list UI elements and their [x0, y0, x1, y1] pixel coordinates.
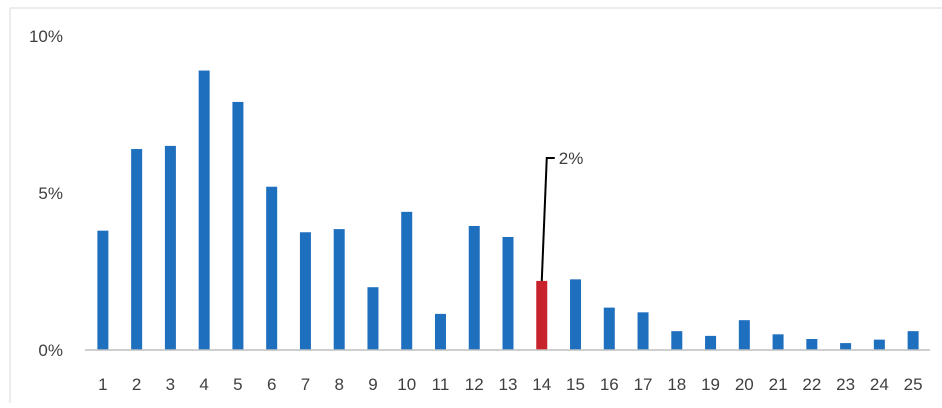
bar [502, 236, 514, 350]
bar [434, 313, 446, 350]
y-axis-tick-labels: 0% 5% 10% [29, 27, 63, 360]
x-tick-label: 5 [233, 375, 242, 394]
bar [705, 335, 717, 350]
x-tick-label: 22 [802, 375, 821, 394]
x-tick-label: 2 [132, 375, 141, 394]
bar [806, 339, 818, 350]
bar [738, 320, 750, 350]
x-tick-label: 13 [499, 375, 518, 394]
x-tick-label: 19 [701, 375, 720, 394]
x-tick-label: 15 [566, 375, 585, 394]
x-tick-label: 12 [465, 375, 484, 394]
bar [603, 307, 615, 350]
bar [671, 331, 683, 350]
y-tick-label: 10% [29, 27, 63, 46]
highlight-annotation: 2% [540, 149, 584, 281]
y-tick-label: 5% [38, 184, 63, 203]
bar [367, 287, 379, 350]
bar [637, 312, 649, 350]
bars-group [97, 70, 919, 350]
x-tick-label: 17 [634, 375, 653, 394]
bar [468, 225, 480, 350]
x-tick-label: 9 [368, 375, 377, 394]
bar [299, 232, 311, 350]
x-tick-label: 25 [904, 375, 923, 394]
bar [266, 186, 278, 350]
x-tick-label: 14 [532, 375, 551, 394]
bar [333, 229, 345, 350]
x-tick-label: 16 [600, 375, 619, 394]
x-tick-label: 21 [769, 375, 788, 394]
bar [97, 230, 109, 350]
x-tick-label: 8 [334, 375, 343, 394]
bar [232, 101, 244, 350]
annotation-label: 2% [559, 149, 584, 168]
x-tick-label: 11 [432, 375, 450, 394]
x-tick-label: 7 [301, 375, 310, 394]
bar [840, 343, 852, 350]
y-tick-label: 0% [38, 341, 63, 360]
bar-highlighted [536, 280, 548, 350]
x-tick-label: 6 [267, 375, 276, 394]
bar [198, 70, 210, 350]
x-tick-label: 4 [199, 375, 208, 394]
bar [570, 279, 582, 350]
x-tick-label: 23 [836, 375, 855, 394]
x-tick-label: 18 [667, 375, 686, 394]
annotation-leader-line [540, 157, 555, 281]
bar [131, 149, 143, 350]
x-tick-label: 10 [397, 375, 416, 394]
bar [907, 331, 919, 350]
x-tick-label: 1 [98, 375, 107, 394]
bar [164, 145, 176, 350]
bar [772, 334, 784, 350]
x-tick-label: 24 [870, 375, 889, 394]
bar [401, 211, 413, 350]
x-axis-tick-labels: 1 2 3 4 5 6 7 8 9 10 11 12 13 14 15 16 17 18 19 20 21 22 23 24 2… [98, 375, 922, 394]
x-tick-label: 20 [735, 375, 754, 394]
bar [873, 339, 885, 350]
x-tick-label: 3 [166, 375, 175, 394]
